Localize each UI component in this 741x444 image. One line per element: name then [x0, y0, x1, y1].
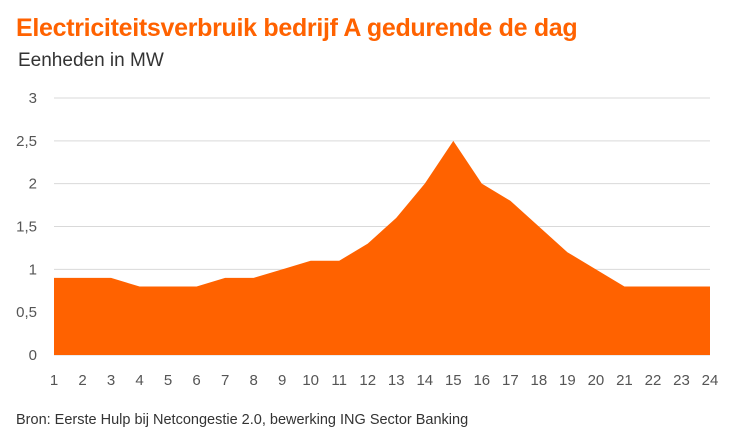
x-tick-label: 22: [645, 372, 662, 389]
x-tick-label: 15: [445, 372, 462, 389]
x-tick-label: 21: [616, 372, 633, 389]
x-tick-label: 2: [78, 372, 86, 389]
x-tick-label: 7: [221, 372, 229, 389]
x-tick-label: 8: [249, 372, 257, 389]
series-area: [54, 140, 710, 355]
x-tick-label: 11: [331, 372, 347, 389]
x-tick-label: 9: [278, 372, 286, 389]
y-axis-ticks: 0 0,5 1 1,5 2 2,5 3: [16, 90, 37, 364]
y-tick-label: 3: [29, 90, 37, 107]
chart-title: Electriciteitsverbruik bedrijf A geduren…: [16, 14, 578, 42]
x-tick-label: 16: [473, 372, 490, 389]
chart-subtitle: Eenheden in MW: [18, 50, 164, 71]
y-tick-label: 0: [29, 347, 37, 364]
x-tick-label: 18: [531, 372, 548, 389]
y-tick-label: 2: [29, 176, 37, 193]
x-tick-label: 20: [588, 372, 605, 389]
y-tick-label: 0,5: [16, 304, 37, 321]
x-axis-ticks: 1 2 3 4 5 6 7 8 9 10 11 12 13 14 15 16 17 18 19 20 21 22 23 24: [50, 372, 719, 389]
x-tick-label: 13: [388, 372, 405, 389]
x-tick-label: 17: [502, 372, 519, 389]
series-area-layer: [54, 140, 710, 355]
x-tick-label: 6: [192, 372, 200, 389]
x-tick-label: 5: [164, 372, 172, 389]
x-tick-label: 24: [702, 372, 719, 389]
y-tick-label: 2,5: [16, 133, 37, 150]
x-tick-label: 12: [359, 372, 376, 389]
x-tick-label: 19: [559, 372, 576, 389]
x-tick-label: 3: [107, 372, 115, 389]
x-tick-label: 4: [135, 372, 143, 389]
y-tick-label: 1: [29, 261, 37, 278]
y-tick-label: 1,5: [16, 219, 37, 236]
x-tick-label: 14: [416, 372, 433, 389]
x-tick-label: 10: [302, 372, 319, 389]
x-tick-label: 1: [50, 372, 58, 389]
chart-source: Bron: Eerste Hulp bij Netcongestie 2.0, …: [16, 412, 469, 428]
x-tick-label: 23: [673, 372, 690, 389]
